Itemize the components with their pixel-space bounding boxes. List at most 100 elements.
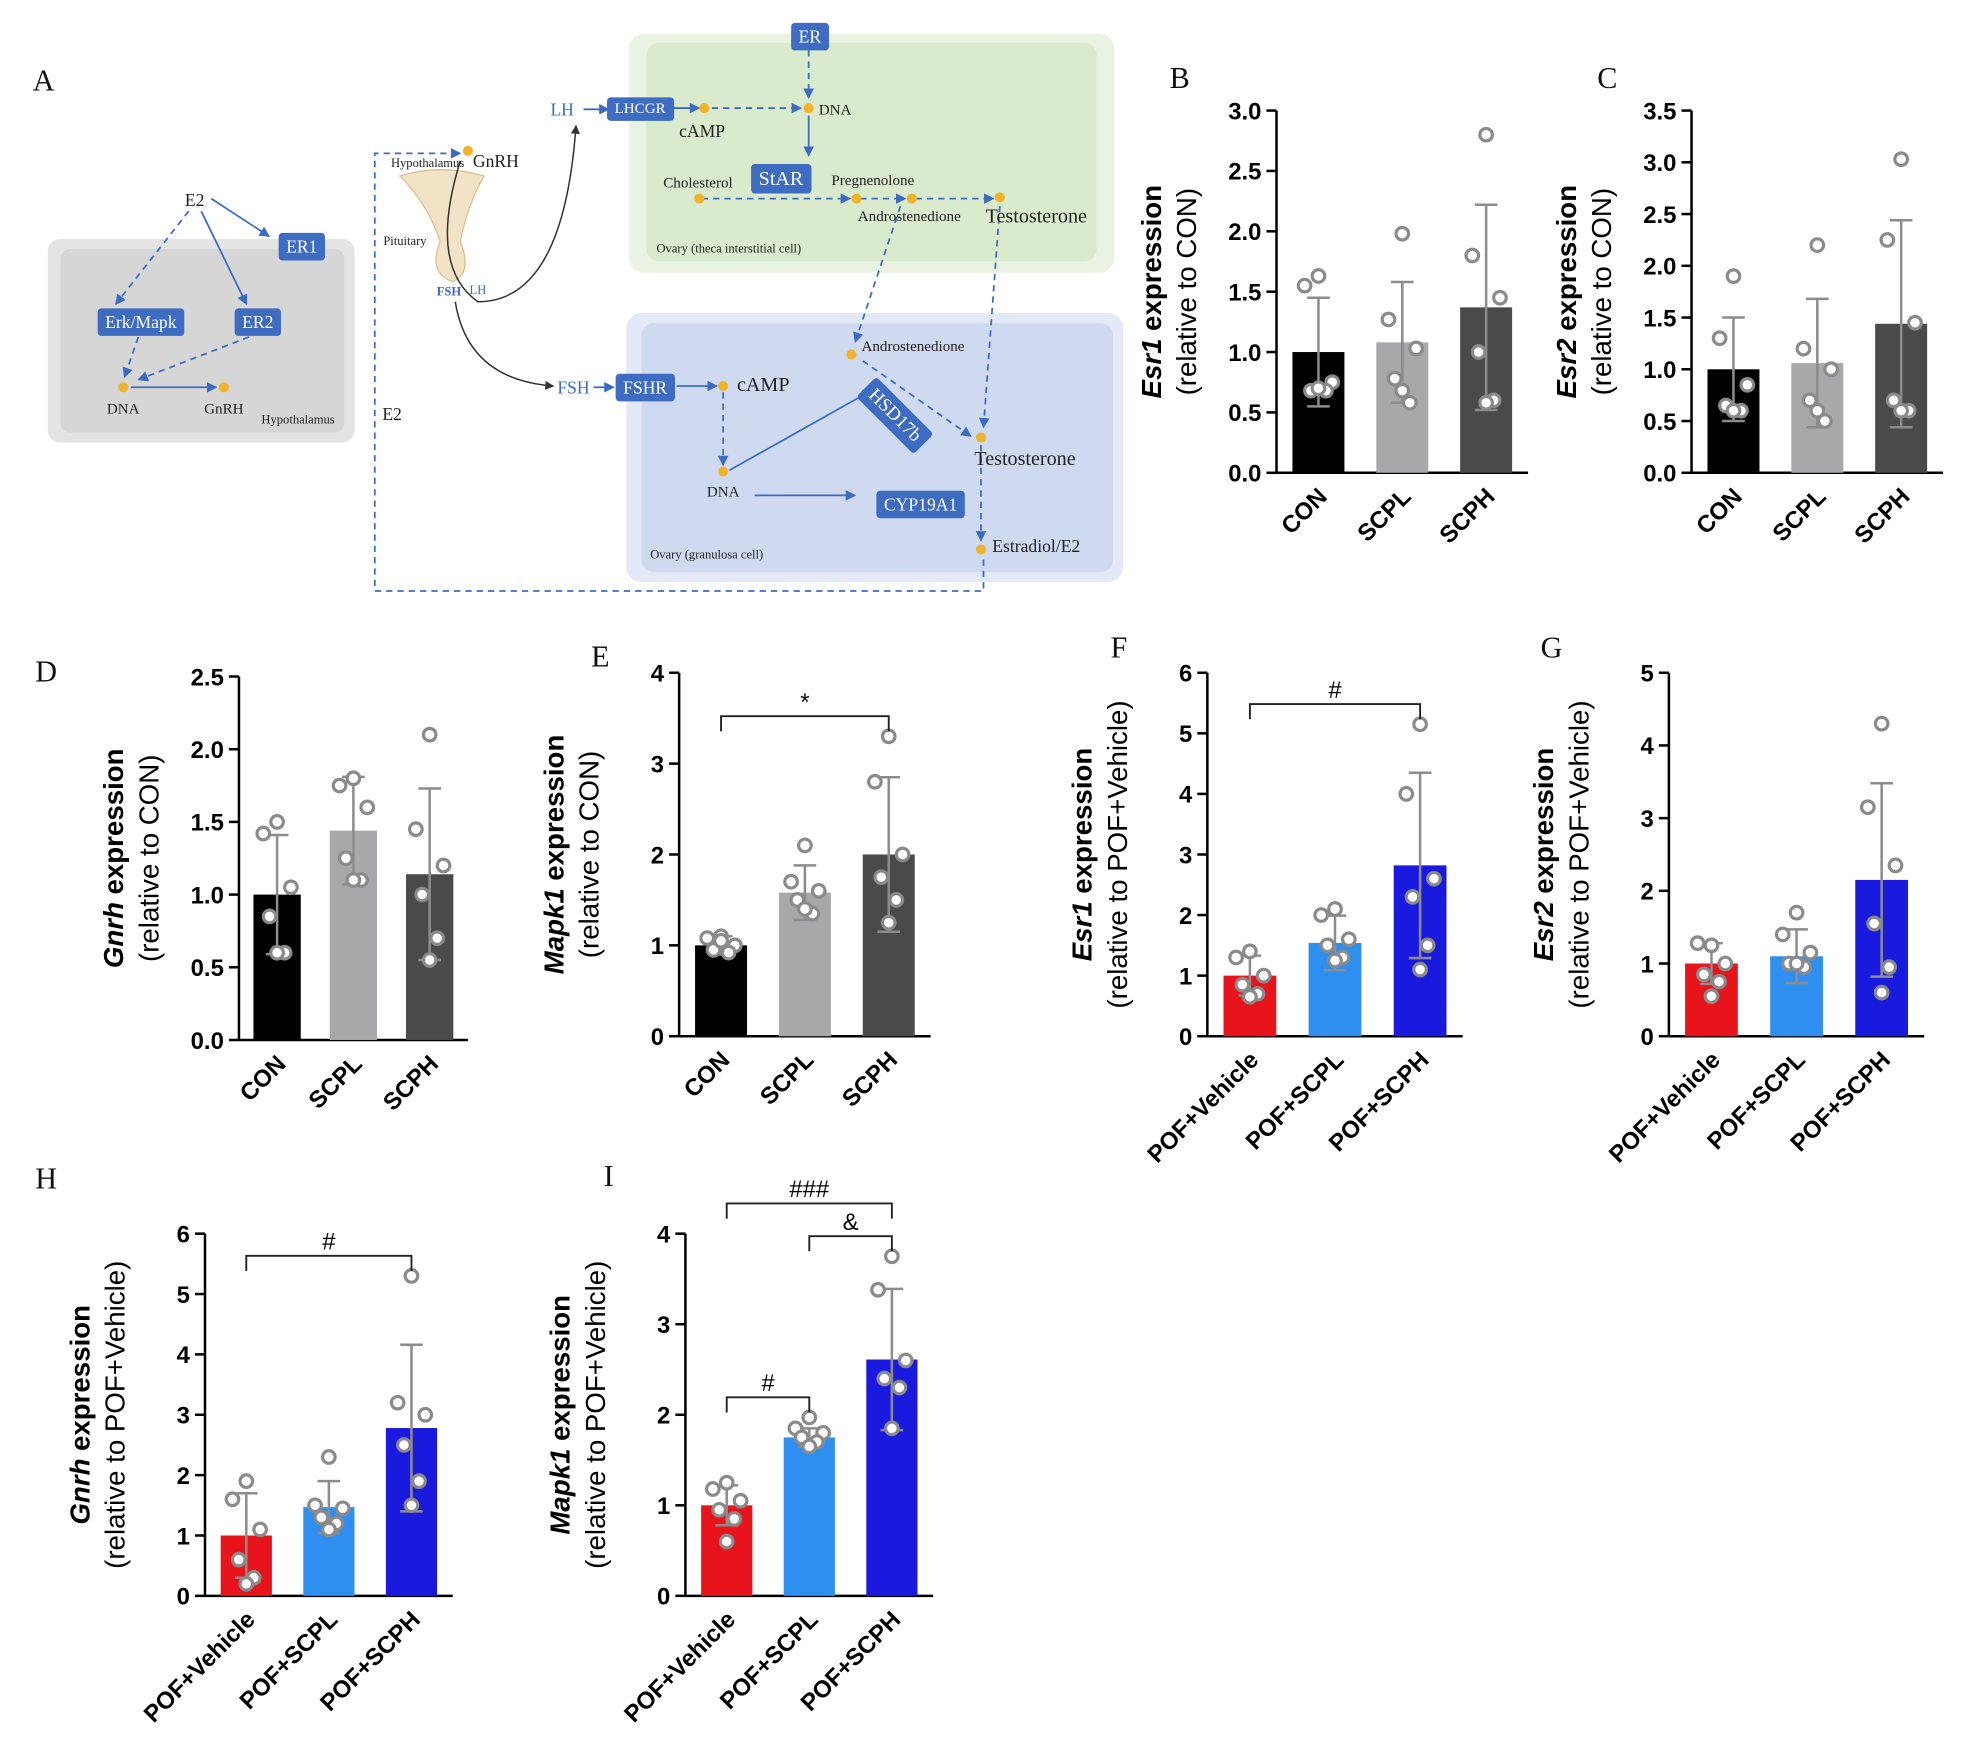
x-tick-label: POF+Vehicle [139,1606,261,1728]
y-tick-label: 4 [1641,733,1655,760]
x-tick-label: CON [679,1047,736,1104]
y-tick-label: 0 [177,1584,190,1611]
panel-letter: B [1170,61,1190,95]
data-point [337,850,354,867]
data-point [283,879,299,896]
data-point [880,728,897,745]
y-axis-label-text: expression [1067,748,1098,894]
node-box-bg [791,22,829,51]
data-point [1774,926,1791,943]
data-point [891,1379,908,1396]
data-point [1887,857,1904,874]
data-point [1739,376,1756,393]
y-axis-note: (relative to CON) [1171,188,1202,395]
data-point [1310,380,1327,397]
data-point [421,726,438,743]
significance-bracket [1248,703,1422,720]
y-tick-label: 3.5 [1643,98,1676,125]
panel-letter: F [1111,631,1128,665]
data-point [421,952,438,968]
data-point [1310,268,1327,284]
label: Pregnenolone [831,173,914,189]
label: Androstenedione [861,339,964,355]
data-point [880,914,897,931]
y-tick-label: 3 [177,1403,190,1430]
significance-bracket [808,1235,893,1252]
data-point [1327,952,1343,969]
data-point [1242,943,1258,960]
data-point [873,869,890,886]
data-point [718,1474,735,1491]
label: Hypothalamus [391,156,464,170]
data-point [269,814,285,830]
data-point [359,799,376,816]
y-tick-label: 1 [1179,963,1192,990]
data-point [1788,955,1805,972]
data-point [732,1492,749,1509]
significance-label: # [1328,677,1342,704]
data-point [1893,151,1910,168]
data-point [884,1248,900,1265]
data-point [321,1521,337,1538]
y-tick-label: 1.0 [191,882,224,909]
data-point [1492,289,1508,306]
label: GnRH [473,151,519,171]
y-tick-label: 0 [1641,1024,1654,1051]
node-box-bg [278,232,326,261]
significance-label: # [761,1370,775,1397]
y-tick-label: 1 [651,933,664,960]
data-point [1885,392,1902,409]
y-tick-label: 2.0 [1643,254,1676,281]
data-point [1823,361,1840,378]
y-tick-label: 1.0 [1643,357,1676,384]
data-point [238,1473,255,1490]
label: Testosterone [986,206,1087,228]
data-point [1703,937,1720,954]
arrows [115,50,1001,592]
y-axis-gene: Esr1 [1067,901,1098,961]
y-axis-label-text: expression [64,1305,95,1451]
y-axis-gene: Gnrh [98,902,129,968]
data-point [1340,931,1357,948]
y-tick-label: 2 [651,842,664,869]
label: Androstenedione [858,209,961,225]
label: Pituitary [383,234,427,248]
data-point [705,1481,721,1497]
data-point [797,837,813,854]
y-axis-label-text: expression [1528,748,1559,894]
data-point [1859,799,1876,816]
significance-bracket [725,1202,893,1219]
data-point [1470,344,1487,360]
y-tick-label: 1 [1641,951,1654,978]
data-point [1394,382,1411,399]
y-axis-label: Gnrh expression [64,1305,95,1525]
data-point [884,1420,900,1437]
node-box-bg [615,373,675,402]
x-tick-label: POF+Vehicle [1142,1047,1264,1169]
data-point [331,777,348,794]
data-point [255,825,272,842]
data-point [1412,716,1428,733]
y-tick-label: 4 [657,1221,671,1248]
data-point [411,1473,427,1490]
data-point [888,892,905,908]
node-box: CYP19A1 [884,495,957,515]
data-point [1478,126,1494,143]
y-axis-note: (relative to POF+Vehicle) [1102,700,1133,1008]
data-point [1801,392,1818,409]
data-point [1788,904,1805,921]
significance-label: # [322,1229,336,1256]
y-tick-label: 0.0 [1643,461,1676,488]
data-point [699,930,716,946]
x-tick-label: SCPL [1352,483,1416,547]
y-axis-label-text: expression [98,748,129,894]
bar-chart: H Gnrh expression (relative to POF+Vehicle)… [35,1161,453,1728]
x-tick-label: CON [235,1050,292,1107]
data-point [1255,967,1272,984]
data-point [1703,988,1720,1005]
y-tick-label: 1 [177,1523,190,1550]
y-axis-gene: Esr2 [1528,901,1559,962]
y-tick-label: 0.5 [191,955,224,982]
x-tick-label: POF+Vehicle [1604,1047,1726,1169]
bar-chart: C Esr2 expression (relative to CON) 0.0 0.5 1.… [1551,61,1944,549]
